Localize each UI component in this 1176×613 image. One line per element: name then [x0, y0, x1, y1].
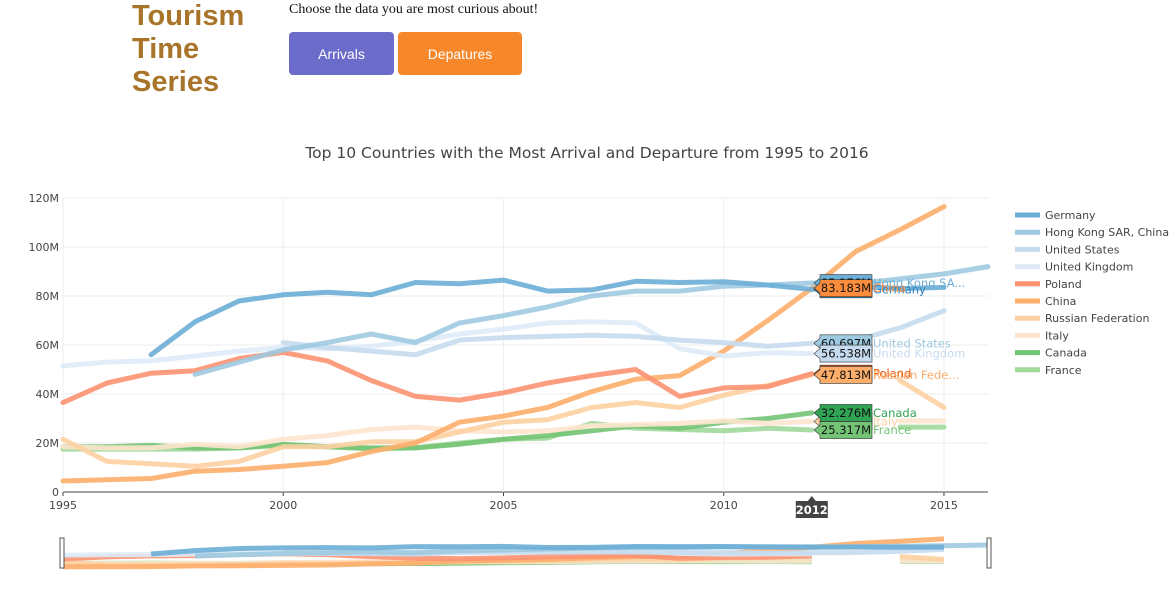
hover-label-name: Poland	[873, 367, 911, 381]
hover-label-name: Italy	[873, 414, 898, 428]
range-slider-right-handle[interactable]	[986, 537, 992, 569]
hover-label-name: China	[873, 281, 906, 295]
legend-item[interactable]: Hong Kong SAR, China	[1045, 226, 1169, 239]
hover-label-name: Germany	[873, 282, 926, 296]
x-tick-label: 2005	[489, 499, 517, 512]
y-tick-label: 120M	[29, 192, 60, 205]
hover-label-value: 47.813M	[821, 368, 871, 382]
x-tick-label: 1995	[49, 499, 77, 512]
app-title: Tourism Time Series	[132, 0, 272, 99]
series-line-germany	[148, 277, 947, 358]
series-line-poland	[60, 349, 815, 406]
hover-label-name: United Kingdom	[873, 347, 965, 361]
hover-label-value: 56.538M	[821, 347, 871, 361]
hover-label-name: Russian Fede...	[873, 368, 959, 382]
y-tick-label: 20M	[36, 437, 60, 450]
legend-item[interactable]: China	[1045, 295, 1076, 308]
hover-label-value: 83.183M	[821, 281, 871, 295]
series-line-united-kingdom	[60, 319, 815, 369]
title-line-2: Time	[132, 33, 200, 65]
y-tick-label: 80M	[36, 290, 60, 303]
range-slider-line	[150, 543, 945, 557]
series-line-russian-federation	[60, 372, 947, 469]
y-tick-label: 100M	[29, 241, 60, 254]
hover-label-box	[813, 366, 873, 384]
hover-label-name: Canada	[873, 406, 917, 420]
y-tick-label: 0	[52, 486, 59, 499]
departures-button[interactable]: Depatures	[398, 32, 522, 75]
range-slider-left-handle[interactable]	[59, 537, 65, 569]
x-hover-badge	[795, 501, 828, 518]
y-axis: 0 20M 40M 60M 80M 100M 120M	[29, 192, 60, 499]
x-tick-label: 2010	[710, 499, 738, 512]
legend-item[interactable]: Germany	[1045, 209, 1096, 222]
hover-label-value: 32.276M	[821, 406, 871, 420]
hover-label-name: United States	[873, 336, 951, 350]
legend: Germany Hong Kong SAR, China United States…	[1015, 209, 1169, 377]
x-tick-label: 2015	[930, 499, 958, 512]
legend-item[interactable]: Canada	[1045, 347, 1087, 360]
hover-label-box	[813, 404, 873, 422]
y-tick-label: 60M	[36, 339, 60, 352]
y-tick-label: 40M	[36, 388, 60, 401]
data-choice-prompt: Choose the data you are most curious abo…	[289, 2, 539, 17]
chart-title: Top 10 Countries with the Most Arrival a…	[304, 144, 868, 162]
series-line-italy	[60, 418, 947, 451]
x-tick-label: 2000	[269, 499, 297, 512]
legend-item[interactable]: United States	[1045, 243, 1120, 256]
arrivals-button[interactable]: Arrivals	[289, 32, 394, 75]
title-line-1: Tourism	[132, 0, 245, 32]
hover-label-box	[813, 279, 873, 297]
legend-item[interactable]: France	[1045, 364, 1082, 377]
legend-item[interactable]: Poland	[1045, 278, 1082, 291]
legend-item[interactable]: Italy	[1045, 329, 1069, 342]
legend-item[interactable]: United Kingdom	[1045, 261, 1133, 274]
series-line-china	[60, 204, 947, 484]
hover-label-name: France	[873, 423, 911, 437]
hover-label-value: 25.317M	[821, 423, 871, 437]
legend-item[interactable]: Russian Federation	[1045, 312, 1149, 325]
hover-label-box	[813, 344, 873, 363]
title-line-3: Series	[132, 66, 220, 98]
hover-label-name: Hong Kong SA...	[873, 276, 965, 290]
hover-labels: 82.729MGermany85.276MHong Kong SA...60.6…	[795, 274, 965, 518]
hover-label-box	[813, 421, 873, 439]
x-hover-label: 2012	[796, 503, 828, 517]
x-axis: 1995 2000 2005 2010 2015	[49, 492, 958, 512]
x-hover-badge-pointer	[807, 496, 816, 501]
range-slider[interactable]	[59, 536, 992, 570]
